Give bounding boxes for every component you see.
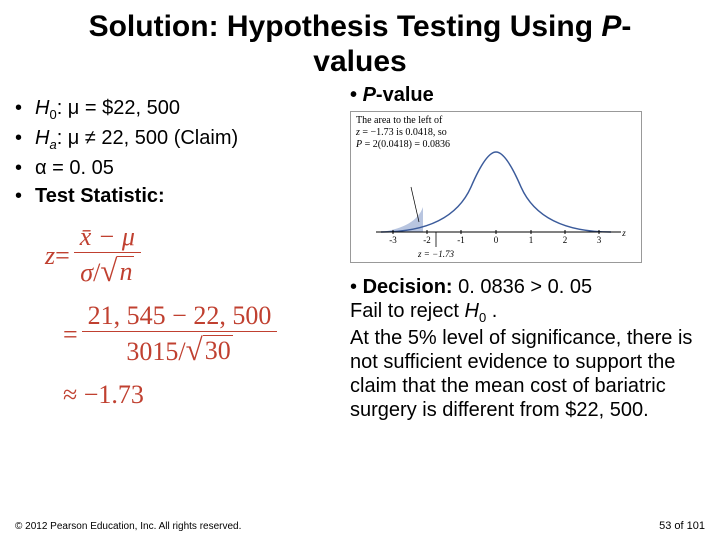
teststat-item: • Test Statistic: [15, 182, 345, 210]
ha-item: • Ha: μ ≠ 22, 500 (Claim) [15, 124, 345, 154]
slide-title: Solution: Hypothesis Testing Using P- va… [0, 0, 720, 84]
alpha-item: • α = 0. 05 [15, 154, 345, 182]
content-area: • H0: μ = $22, 500 • Ha: μ ≠ 22, 500 (Cl… [0, 84, 720, 422]
h0-item: • H0: μ = $22, 500 [15, 94, 345, 124]
svg-text:2: 2 [563, 235, 568, 245]
graph-caption: The area to the left of z = −1.73 is 0.0… [356, 115, 450, 151]
formula-block: z = x̄ − μ σ/√n = 21, 545 − 22, 500 3015… [45, 222, 345, 410]
formula-line2: = 21, 545 − 22, 500 3015/√30 [45, 301, 345, 368]
svg-text:z: z [621, 228, 626, 238]
normal-curve-svg: -3 -2 -1 0 1 2 3 z z = −1.73 [361, 147, 631, 259]
pvalue-heading: • P-value [350, 84, 705, 107]
hypothesis-list: • H0: μ = $22, 500 • Ha: μ ≠ 22, 500 (Cl… [15, 94, 345, 210]
svg-text:-3: -3 [389, 235, 397, 245]
right-column: • P-value The area to the left of z = −1… [345, 84, 705, 422]
svg-text:3: 3 [597, 235, 602, 245]
svg-text:-2: -2 [423, 235, 431, 245]
formula-line3: ≈ −1.73 [45, 380, 345, 410]
svg-text:0: 0 [494, 235, 499, 245]
left-column: • H0: μ = $22, 500 • Ha: μ ≠ 22, 500 (Cl… [15, 84, 345, 422]
copyright-text: © 2012 Pearson Education, Inc. All right… [15, 521, 241, 532]
svg-text:1: 1 [529, 235, 534, 245]
svg-text:z = −1.73: z = −1.73 [417, 249, 454, 259]
svg-text:-1: -1 [457, 235, 465, 245]
page-number: 53 of 101 [659, 520, 705, 532]
decision-block: • Decision: 0. 0836 > 0. 05 Fail to reje… [350, 275, 705, 422]
formula-line1: z = x̄ − μ σ/√n [45, 222, 345, 289]
pvalue-graph: The area to the left of z = −1.73 is 0.0… [350, 111, 642, 263]
